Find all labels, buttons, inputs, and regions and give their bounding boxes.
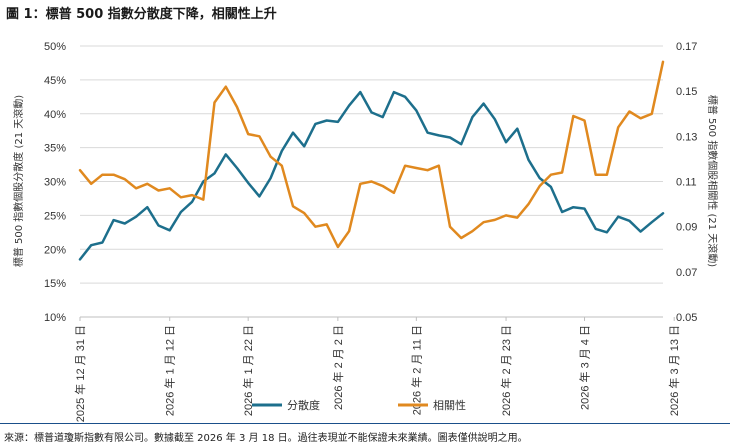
series-line-correlation	[78, 60, 665, 249]
right-axis-tick-label: 0.15	[676, 86, 697, 98]
x-axis-tick-label: 2026 年 3 月 13 日	[667, 325, 681, 416]
x-axis-tick-label: 2026 年 2 月 23 日	[499, 325, 513, 416]
left-axis-tick-label: 25%	[44, 210, 66, 222]
series-line-dispersion	[78, 90, 665, 261]
x-axis-tick-label: 2026 年 2 月 11 日	[409, 325, 423, 415]
left-axis-tick-label: 20%	[44, 244, 66, 256]
x-axis-ticks: 2025 年 12 月 31 日 2026 年 1 月 12 日 2026 年 1 …	[73, 325, 681, 422]
x-axis-tick-label: 2026 年 2 月 2 日	[331, 325, 345, 410]
left-axis-tick-label: 50%	[44, 41, 66, 53]
footer-divider	[0, 423, 730, 424]
right-axis-tick-label: 0.05	[676, 312, 697, 324]
series-lines	[78, 60, 665, 261]
x-axis-tick-label: 2026 年 3 月 4 日	[578, 325, 592, 410]
x-axis-tick-label: 2025 年 12 月 31 日	[73, 325, 87, 422]
right-axis-tick-label: 0.17	[676, 41, 697, 53]
chart-title: 圖 1：標普 500 指數分散度下降，相關性上升	[6, 7, 277, 22]
right-axis-tick-label: 0.07	[676, 267, 697, 279]
x-axis-tick-label: 2026 年 1 月 22 日	[241, 325, 255, 416]
right-axis-title: 標普 500 指數個股相關性 (21 天滾動)	[706, 95, 719, 267]
line-chart: 10% 15% 20% 25% 30% 35% 40% 45% 50% 0.05 0.07 0.09…	[12, 41, 719, 422]
x-axis	[79, 316, 675, 321]
right-axis-tick-label: 0.11	[676, 177, 697, 189]
left-axis-tick-label: 10%	[44, 312, 66, 324]
left-axis-ticks: 10% 15% 20% 25% 30% 35% 40% 45% 50%	[44, 41, 66, 324]
left-axis-tick-label: 45%	[44, 75, 66, 87]
left-axis-tick-label: 40%	[44, 109, 66, 121]
right-axis-tick-label: 0.13	[676, 131, 697, 143]
left-axis-tick-label: 15%	[44, 278, 66, 290]
legend-label-correlation: 相關性	[433, 398, 466, 412]
legend-label-dispersion: 分散度	[287, 398, 320, 412]
x-axis-tick-label: 2026 年 1 月 12 日	[163, 325, 177, 416]
right-axis-ticks: 0.05 0.07 0.09 0.11 0.13 0.15 0.17	[676, 41, 697, 324]
source-note: 來源：標普道瓊斯指數有限公司。數據截至 2026 年 3 月 18 日。過往表現…	[4, 433, 528, 444]
right-axis-tick-label: 0.09	[676, 222, 697, 234]
left-axis-tick-label: 30%	[44, 177, 66, 189]
left-axis-tick-label: 35%	[44, 143, 66, 155]
legend: 分散度 相關性	[252, 398, 466, 412]
left-axis-title: 標普 500 指數個股分散度 (21 天滾動)	[12, 95, 25, 267]
